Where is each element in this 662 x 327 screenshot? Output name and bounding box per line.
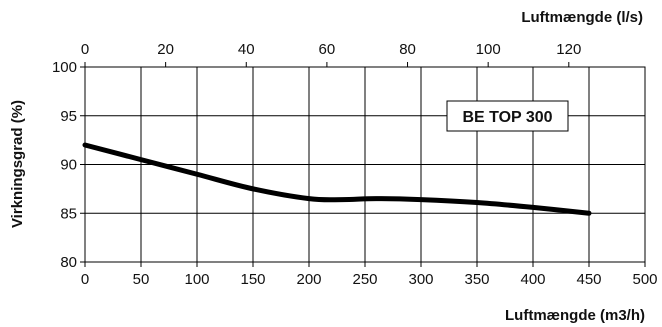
- model-badge-label: BE TOP 300: [462, 109, 552, 126]
- x-axis-label: Luftmængde (m3/h): [505, 307, 645, 324]
- x-tick-label: 100: [184, 271, 209, 288]
- x-tick-label: 450: [576, 271, 601, 288]
- top-x-tick-label: 40: [238, 41, 255, 58]
- x-tick-label: 50: [133, 271, 150, 288]
- x-tick-label: 500: [632, 271, 657, 288]
- x-tick-label: 250: [352, 271, 377, 288]
- top-x-tick-label: 100: [476, 41, 501, 58]
- top-x-tick-label: 120: [556, 41, 581, 58]
- model-badge: BE TOP 300: [446, 100, 569, 132]
- top-x-axis-label: Luftmængde (l/s): [521, 9, 643, 26]
- x-axis-ticks: 0 50 100 150 200 250 300 350 400 450 500: [81, 262, 658, 288]
- x-tick-label: 300: [408, 271, 433, 288]
- x-tick-label: 0: [81, 271, 89, 288]
- top-x-tick-label: 80: [399, 41, 416, 58]
- y-tick-label: 90: [60, 157, 77, 174]
- efficiency-line: [82, 142, 592, 216]
- top-x-tick-label: 0: [81, 41, 89, 58]
- y-tick-label: 80: [60, 254, 77, 271]
- top-x-tick-label: 60: [319, 41, 336, 58]
- y-tick-label: 100: [52, 59, 77, 76]
- y-axis-label: Virkningsgrad (%): [9, 100, 26, 228]
- y-tick-label: 85: [60, 205, 77, 222]
- x-tick-label: 400: [520, 271, 545, 288]
- top-x-tick-label: 20: [157, 41, 174, 58]
- y-tick-label: 95: [60, 108, 77, 125]
- top-x-axis-ticks: 0 20 40 60 80 100 120: [81, 41, 581, 67]
- x-tick-label: 200: [296, 271, 321, 288]
- x-tick-label: 150: [240, 271, 265, 288]
- x-tick-label: 350: [464, 271, 489, 288]
- y-axis-ticks: 80 85 90 95 100: [52, 59, 85, 271]
